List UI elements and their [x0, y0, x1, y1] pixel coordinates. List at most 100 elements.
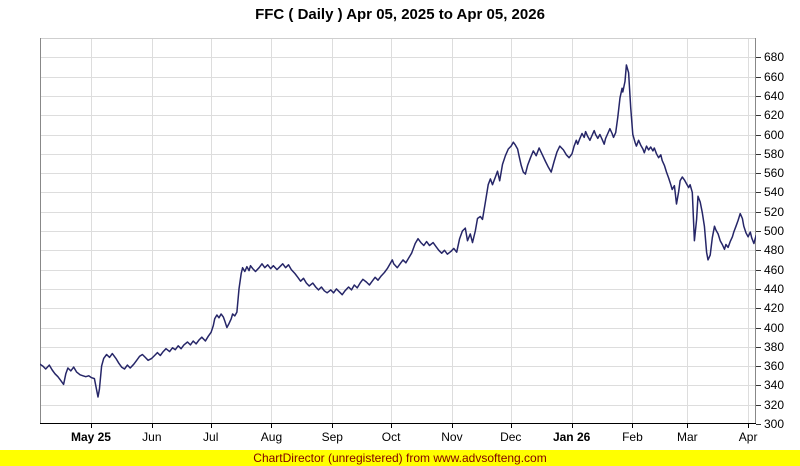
footer-text[interactable]: ChartDirector (unregistered) from www.ad… — [253, 450, 547, 465]
y-axis-tick — [756, 424, 761, 425]
y-axis-label: 340 — [764, 378, 785, 393]
h-gridline — [41, 346, 755, 348]
h-gridline — [41, 366, 755, 368]
x-axis-tick — [632, 424, 634, 428]
v-gridline — [748, 39, 750, 423]
y-axis-tick — [756, 134, 761, 136]
chart-title: FFC ( Daily ) Apr 05, 2025 to Apr 05, 20… — [255, 6, 545, 23]
y-axis-label: 480 — [764, 243, 785, 258]
y-axis-tick — [756, 308, 761, 310]
x-axis-tick — [510, 424, 512, 428]
h-gridline — [41, 115, 755, 117]
h-gridline — [41, 385, 755, 387]
y-axis-label: 380 — [764, 339, 785, 354]
v-gridline — [571, 39, 573, 423]
v-gridline — [271, 39, 273, 423]
v-gridline — [210, 39, 212, 423]
y-axis-tick — [756, 153, 761, 155]
y-axis-label: 680 — [764, 50, 785, 65]
h-gridline — [41, 288, 755, 290]
h-gridline — [41, 173, 755, 175]
x-axis-label: Aug — [260, 430, 283, 444]
plot-border-left — [40, 38, 41, 424]
y-axis-label: 440 — [764, 281, 785, 296]
h-gridline — [41, 404, 755, 406]
y-axis-label: 540 — [764, 185, 785, 200]
x-axis-label: Jun — [142, 430, 162, 444]
h-gridline — [41, 308, 755, 310]
v-gridline — [90, 39, 92, 423]
h-gridline — [41, 76, 755, 78]
y-axis-label: 600 — [764, 127, 785, 142]
plot-border-top — [40, 38, 756, 39]
v-gridline — [451, 39, 453, 423]
y-axis-label: 460 — [764, 262, 785, 277]
y-axis-tick — [756, 366, 761, 368]
y-axis-tick — [756, 192, 761, 194]
y-axis-label: 420 — [764, 301, 785, 316]
y-axis-tick — [756, 115, 761, 117]
v-gridline — [687, 39, 689, 423]
y-axis-label: 620 — [764, 108, 785, 123]
y-axis-label: 300 — [764, 417, 785, 431]
x-axis-tick — [332, 424, 334, 428]
x-axis-tick — [451, 424, 453, 428]
x-axis-tick — [271, 424, 273, 428]
y-axis-tick — [756, 211, 761, 213]
v-gridline — [510, 39, 512, 423]
x-axis-tick — [210, 424, 212, 428]
y-axis-tick — [756, 288, 761, 290]
x-axis-label: Dec — [500, 430, 522, 444]
y-axis-tick — [756, 385, 761, 387]
x-axis-line — [40, 423, 756, 424]
y-axis-label: 400 — [764, 320, 785, 335]
x-axis-tick — [90, 424, 92, 428]
v-gridline — [632, 39, 634, 423]
h-gridline — [41, 250, 755, 252]
x-axis-tick — [687, 424, 689, 428]
y-axis-tick — [756, 250, 761, 252]
y-axis-label: 560 — [764, 166, 785, 181]
y-axis-tick — [756, 76, 761, 78]
v-gridline — [151, 39, 153, 423]
x-axis-label: Jan 26 — [552, 430, 591, 444]
x-axis-tick — [571, 424, 573, 428]
y-axis-tick — [756, 404, 761, 406]
h-gridline — [41, 269, 755, 271]
plot-area — [40, 38, 756, 424]
h-gridline — [41, 134, 755, 136]
plot-border-right — [755, 38, 756, 424]
x-axis-label: Nov — [441, 430, 463, 444]
y-axis-tick — [756, 57, 761, 59]
y-axis-label: 660 — [764, 69, 785, 84]
x-axis-label: May 25 — [70, 430, 111, 444]
h-gridline — [41, 231, 755, 232]
x-axis-tick — [151, 424, 153, 428]
h-gridline — [41, 95, 755, 97]
h-gridline — [41, 211, 755, 213]
h-gridline — [41, 57, 755, 59]
x-axis-label: Apr — [738, 430, 758, 444]
y-axis-tick — [756, 95, 761, 97]
v-gridline — [391, 39, 393, 423]
x-axis-tick — [391, 424, 393, 428]
x-axis-label: Feb — [622, 430, 643, 444]
y-axis-tick — [756, 173, 761, 175]
y-axis-label: 360 — [764, 359, 785, 374]
x-axis-label: Oct — [381, 430, 401, 444]
h-gridline — [41, 327, 755, 329]
x-axis-label: Jul — [203, 430, 219, 444]
y-axis-tick — [756, 269, 761, 271]
footer-banner: ChartDirector (unregistered) from www.ad… — [0, 450, 800, 466]
y-axis-tick — [756, 231, 761, 232]
y-axis-tick — [756, 346, 761, 348]
x-axis-label: Sep — [321, 430, 343, 444]
h-gridline — [41, 192, 755, 194]
y-axis-label: 320 — [764, 397, 785, 412]
y-axis-label: 580 — [764, 146, 785, 161]
x-axis-tick — [748, 424, 750, 428]
v-gridline — [332, 39, 334, 423]
y-axis-tick — [756, 327, 761, 329]
x-axis-label: Mar — [676, 430, 698, 444]
